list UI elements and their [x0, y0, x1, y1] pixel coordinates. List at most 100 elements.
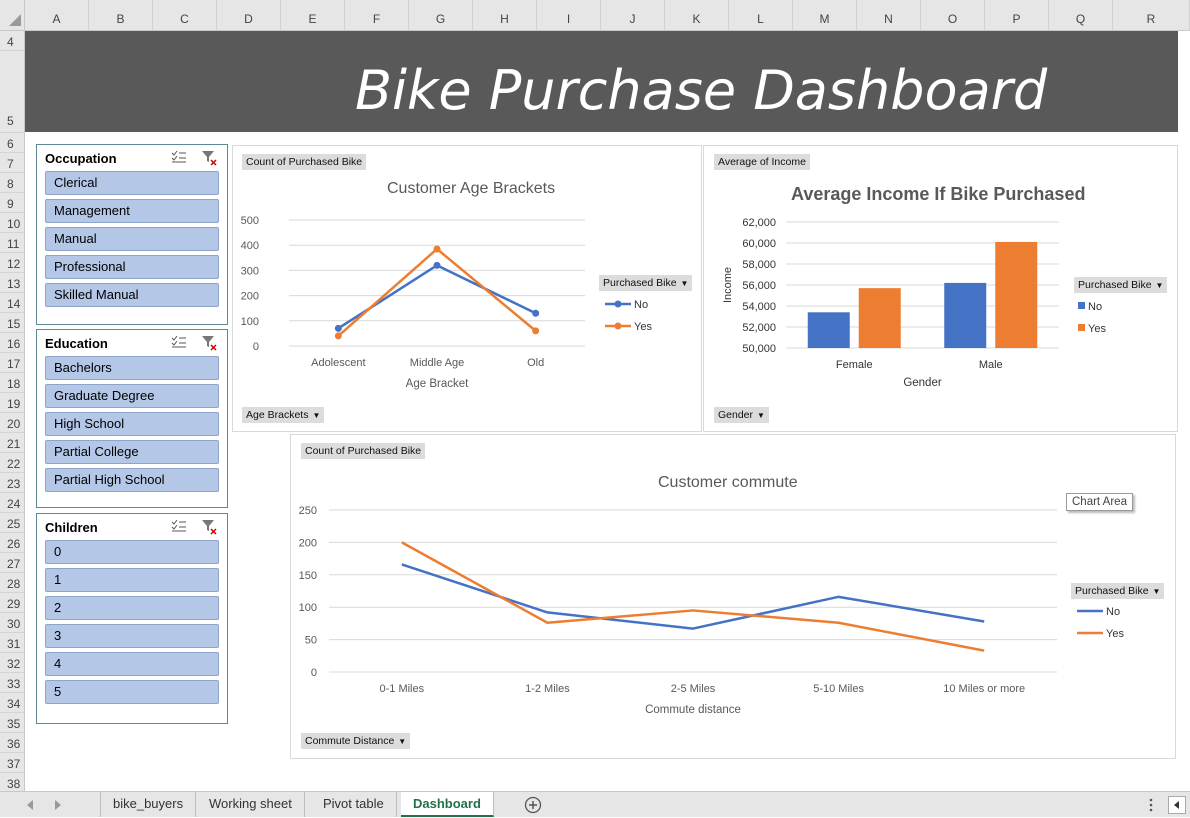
row-header[interactable]: 27	[0, 553, 25, 573]
row-header[interactable]: 7	[0, 153, 25, 173]
row-header[interactable]: 30	[0, 613, 25, 633]
row-header[interactable]: 6	[0, 133, 25, 153]
slicer-item[interactable]: 2	[45, 596, 219, 620]
scroll-left-icon[interactable]	[26, 800, 34, 810]
slicer-item[interactable]: 5	[45, 680, 219, 704]
value-field-button[interactable]: Count of Purchased Bike	[242, 154, 367, 170]
row-header[interactable]: 19	[0, 393, 25, 413]
scroll-right-icon[interactable]	[54, 800, 62, 810]
row-header[interactable]: 8	[0, 173, 25, 193]
multi-select-icon[interactable]	[171, 335, 187, 349]
row-header[interactable]: 28	[0, 573, 25, 593]
row-header[interactable]: 16	[0, 333, 25, 353]
column-header[interactable]: P	[985, 0, 1049, 31]
clear-filter-icon[interactable]	[201, 519, 217, 535]
row-header[interactable]: 37	[0, 753, 25, 773]
tab-dashboard[interactable]: Dashboard	[401, 792, 494, 817]
column-header[interactable]: R	[1113, 0, 1190, 31]
column-header[interactable]: I	[537, 0, 601, 31]
row-header[interactable]: 33	[0, 673, 25, 693]
row-header[interactable]: 24	[0, 493, 25, 513]
legend-field-button[interactable]: Purchased Bike ▼	[1071, 583, 1165, 599]
slicer-item[interactable]: 4	[45, 652, 219, 676]
slicer-item[interactable]: 0	[45, 540, 219, 564]
clear-filter-icon[interactable]	[201, 150, 217, 166]
axis-field-button[interactable]: Age Brackets ▼	[242, 407, 325, 423]
column-header[interactable]: D	[217, 0, 281, 31]
column-header[interactable]: F	[345, 0, 409, 31]
slicer-item[interactable]: 1	[45, 568, 219, 592]
row-header[interactable]: 29	[0, 593, 25, 613]
clear-filter-icon[interactable]	[201, 335, 217, 351]
multi-select-icon[interactable]	[171, 519, 187, 533]
row-header[interactable]: 25	[0, 513, 25, 533]
slicer-item[interactable]: Professional	[45, 255, 219, 279]
value-field-button[interactable]: Average of Income	[714, 154, 810, 170]
slicer-item[interactable]: Partial High School	[45, 468, 219, 492]
hscroll-left-button[interactable]	[1168, 796, 1186, 814]
column-header[interactable]: E	[281, 0, 345, 31]
slicer-item[interactable]: High School	[45, 412, 219, 436]
tab-bike-buyers[interactable]: bike_buyers	[100, 792, 197, 817]
axis-field-button[interactable]: Gender ▼	[714, 407, 769, 423]
row-header[interactable]: 38	[0, 773, 25, 793]
tab-pivot-table[interactable]: Pivot table	[311, 792, 397, 817]
select-all-corner[interactable]	[0, 0, 25, 31]
slicer-education[interactable]: Education Bachelors Graduate Degree High S…	[36, 329, 228, 508]
row-header[interactable]: 13	[0, 273, 25, 293]
row-header[interactable]: 14	[0, 293, 25, 313]
row-header[interactable]: 36	[0, 733, 25, 753]
row-header[interactable]: 26	[0, 533, 25, 553]
slicer-occupation[interactable]: Occupation Clerical Management Manual Profe…	[36, 144, 228, 325]
tab-working-sheet[interactable]: Working sheet	[197, 792, 305, 817]
column-header[interactable]: H	[473, 0, 537, 31]
row-header[interactable]: 34	[0, 693, 25, 713]
row-header[interactable]: 23	[0, 473, 25, 493]
row-header[interactable]: 20	[0, 413, 25, 433]
row-header[interactable]: 31	[0, 633, 25, 653]
add-sheet-icon[interactable]	[524, 796, 542, 814]
row-header[interactable]: 5	[0, 51, 25, 133]
row-header[interactable]: 10	[0, 213, 25, 233]
age-bracket-chart[interactable]: Count of Purchased Bike Customer Age Bra…	[232, 145, 702, 432]
slicer-item[interactable]: Graduate Degree	[45, 384, 219, 408]
column-header[interactable]: C	[153, 0, 217, 31]
column-header[interactable]: O	[921, 0, 985, 31]
slicer-item[interactable]: Skilled Manual	[45, 283, 219, 307]
row-header[interactable]: 22	[0, 453, 25, 473]
column-header[interactable]: L	[729, 0, 793, 31]
column-header[interactable]: A	[25, 0, 89, 31]
income-chart[interactable]: Average of Income Average Income If Bike…	[703, 145, 1178, 432]
row-header[interactable]: 11	[0, 233, 25, 253]
axis-field-button[interactable]: Commute Distance ▼	[301, 733, 411, 749]
slicer-item[interactable]: Bachelors	[45, 356, 219, 380]
column-header[interactable]: B	[89, 0, 153, 31]
legend-field-button[interactable]: Purchased Bike ▼	[1074, 277, 1168, 293]
row-header[interactable]: 18	[0, 373, 25, 393]
value-field-button[interactable]: Count of Purchased Bike	[301, 443, 426, 459]
row-header[interactable]: 4	[0, 31, 25, 51]
row-header[interactable]: 15	[0, 313, 25, 333]
row-header[interactable]: 21	[0, 433, 25, 453]
row-header[interactable]: 32	[0, 653, 25, 673]
more-options-icon[interactable]	[1148, 798, 1154, 812]
slicer-children[interactable]: Children 0 1 2 3 4 5	[36, 513, 228, 724]
slicer-item[interactable]: Manual	[45, 227, 219, 251]
column-header[interactable]: J	[601, 0, 665, 31]
commute-chart[interactable]: Count of Purchased Bike Customer commute…	[290, 434, 1176, 759]
slicer-item[interactable]: Management	[45, 199, 219, 223]
slicer-item[interactable]: Clerical	[45, 171, 219, 195]
multi-select-icon[interactable]	[171, 150, 187, 164]
row-header[interactable]: 9	[0, 193, 25, 213]
column-header[interactable]: K	[665, 0, 729, 31]
column-header[interactable]: Q	[1049, 0, 1113, 31]
column-header[interactable]: N	[857, 0, 921, 31]
row-header[interactable]: 12	[0, 253, 25, 273]
row-header[interactable]: 17	[0, 353, 25, 373]
slicer-item[interactable]: 3	[45, 624, 219, 648]
slicer-item[interactable]: Partial College	[45, 440, 219, 464]
legend-field-button[interactable]: Purchased Bike ▼	[599, 275, 693, 291]
column-header[interactable]: G	[409, 0, 473, 31]
column-header[interactable]: M	[793, 0, 857, 31]
row-header[interactable]: 35	[0, 713, 25, 733]
